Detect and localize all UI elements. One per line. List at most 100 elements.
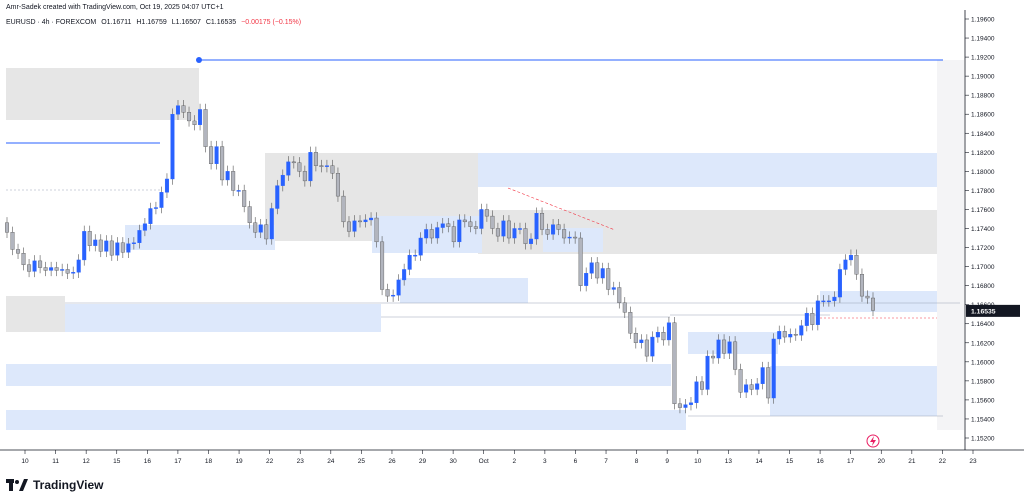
candle-body	[700, 381, 705, 390]
time-tick-label: 25	[358, 458, 366, 465]
candles-layer	[4, 99, 876, 414]
candle-body	[358, 220, 363, 223]
candle-body	[424, 229, 429, 239]
candle-body	[501, 220, 506, 237]
candle-body	[253, 222, 258, 233]
candle-body	[71, 272, 76, 274]
candle-body	[556, 224, 561, 230]
candle-body	[175, 105, 180, 115]
candle-body	[810, 313, 815, 325]
candle-body	[711, 355, 716, 359]
candle-body	[821, 300, 826, 303]
candle-body	[512, 228, 517, 239]
candle-body	[584, 273, 589, 286]
candle-body	[170, 114, 175, 180]
candle-body	[264, 224, 269, 240]
zone-blue	[688, 332, 778, 354]
price-tick-label: 1.15600	[971, 397, 995, 404]
price-tick-label: 1.16000	[971, 359, 995, 366]
time-tick-label: 29	[419, 458, 427, 465]
candle-body	[76, 259, 81, 273]
candle-body	[722, 339, 727, 354]
candle-body	[523, 228, 528, 244]
candle-body	[187, 112, 192, 122]
candle-body	[573, 236, 578, 239]
candle-body	[407, 254, 412, 270]
candle-body	[391, 294, 396, 297]
candle-body	[766, 367, 771, 399]
candle-body	[595, 262, 600, 279]
candle-body	[799, 325, 804, 336]
candle-body	[385, 289, 390, 297]
candle-body	[220, 146, 225, 181]
candle-body	[755, 383, 760, 390]
candle-body	[865, 295, 870, 299]
time-tick-label: 8	[635, 458, 639, 465]
tradingview-logo[interactable]: TradingView	[6, 478, 103, 492]
candle-body	[529, 238, 534, 244]
candle-body	[115, 242, 120, 256]
candle-body	[27, 264, 32, 272]
candle-body	[302, 171, 307, 182]
candle-body	[655, 332, 660, 338]
candle-body	[617, 287, 622, 303]
candle-body	[126, 243, 131, 253]
candle-body	[280, 174, 285, 186]
candle-body	[164, 178, 169, 193]
trend-line	[507, 187, 616, 231]
time-tick-label: 21	[908, 458, 916, 465]
time-tick-label: 7	[604, 458, 608, 465]
candle-body	[380, 241, 385, 290]
lightning-icon[interactable]	[866, 434, 880, 448]
price-tick-label: 1.18400	[971, 131, 995, 138]
tradingview-logo-text: TradingView	[33, 478, 104, 492]
price-tick-label: 1.16200	[971, 340, 995, 347]
candle-body	[716, 339, 721, 359]
candle-body	[418, 237, 423, 256]
candle-body	[98, 239, 103, 252]
zone-blue	[65, 304, 381, 332]
time-tick-label: 13	[725, 458, 733, 465]
candle-body	[247, 206, 252, 223]
candle-body	[54, 267, 59, 271]
candle-body	[209, 146, 214, 164]
price-tick-label: 1.17200	[971, 245, 995, 252]
candle-body	[760, 367, 765, 384]
candle-body	[495, 228, 500, 237]
time-tick-label: 11	[52, 458, 59, 465]
candle-body	[733, 341, 738, 370]
candle-body	[600, 268, 605, 279]
candle-body	[854, 254, 859, 275]
candle-body	[749, 384, 754, 390]
price-axis[interactable]: 1.19600 1.19400 1.19200 1.19000 1.18800 1.186…	[964, 10, 1020, 450]
candle-body	[683, 404, 688, 408]
levels-layer	[6, 57, 960, 417]
price-tick-label: 1.19600	[971, 17, 995, 24]
candle-body	[159, 192, 164, 208]
candle-body	[10, 232, 15, 250]
time-tick-label: 14	[755, 458, 763, 465]
time-tick-label: 20	[878, 458, 886, 465]
candle-body	[738, 369, 743, 393]
candle-body	[705, 355, 710, 390]
candle-body	[611, 287, 616, 290]
price-tick-label: 1.18200	[971, 150, 995, 157]
time-tick-label: 6	[574, 458, 578, 465]
price-tick-label: 1.17600	[971, 207, 995, 214]
candle-body	[242, 190, 247, 207]
candle-body	[650, 336, 655, 357]
future-area	[937, 60, 964, 430]
candle-body	[214, 146, 219, 164]
swing-high-dot	[196, 57, 202, 63]
candle-body	[435, 227, 440, 239]
price-tick-label: 1.16800	[971, 283, 995, 290]
time-axis[interactable]: 10 11 12 15 16 17 18 19 22 23 24 25 26 29 30 Oct 2 3 6 7 8 9 1…	[0, 449, 1024, 465]
chart-credit: Amr-Sadek created with TradingView.com, …	[6, 4, 224, 11]
symbol-name[interactable]: EURUSD · 4h · FOREXCOM	[6, 19, 97, 26]
high-value: H1.16759	[136, 19, 167, 26]
candle-body	[644, 339, 649, 357]
candle-body	[43, 267, 48, 271]
candle-body	[21, 253, 26, 265]
candle-body	[606, 268, 611, 290]
